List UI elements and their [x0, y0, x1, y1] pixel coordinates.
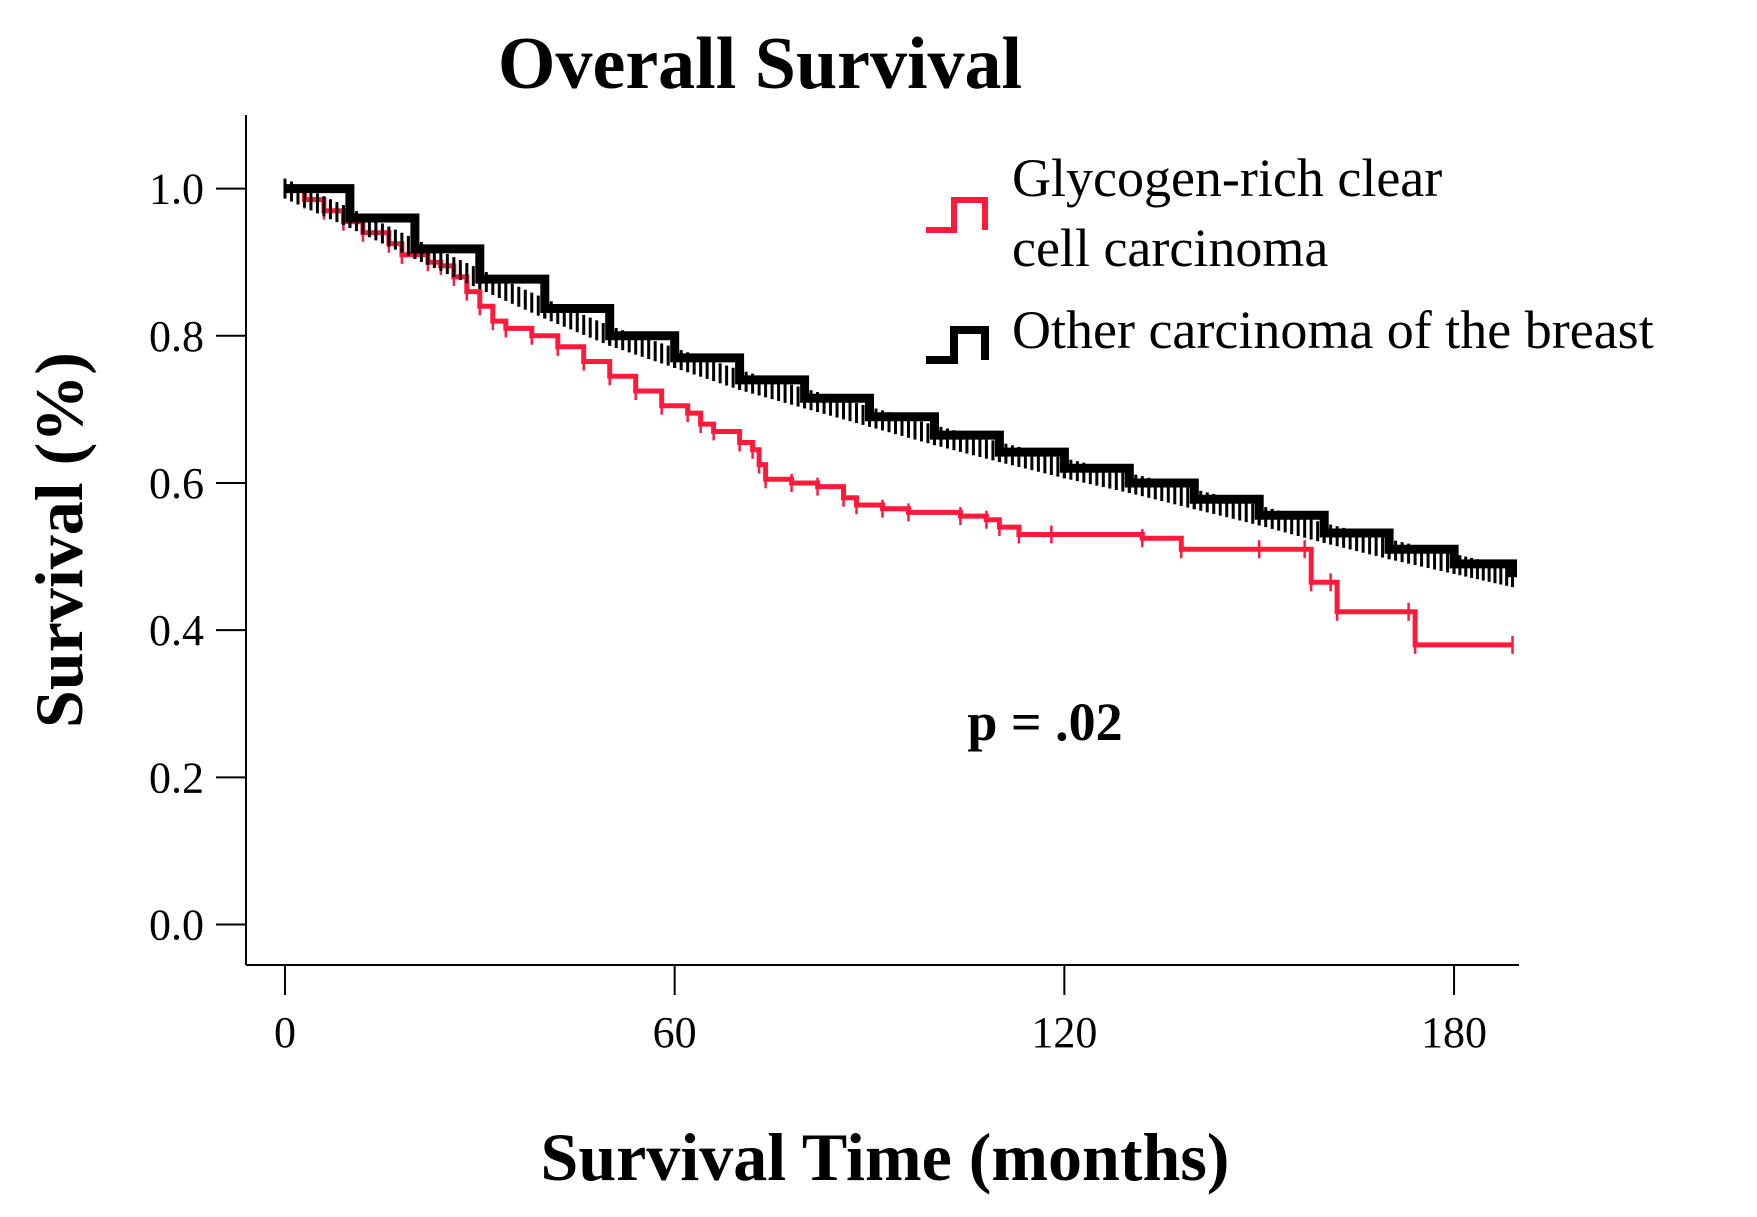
plot-area: 0.0 0.2 0.4 0.6 0.8 1.0 0 60 120 180 [149, 115, 1519, 1057]
x-tick-label: 60 [653, 1008, 697, 1057]
y-tick-label: 1.0 [149, 165, 204, 214]
x-tick-label: 0 [274, 1008, 296, 1057]
censor-marks-2 [283, 178, 1515, 588]
x-tick-label: 120 [1031, 1008, 1097, 1057]
legend-label-2: Other carcinoma of the breast [1012, 300, 1654, 360]
x-tick-label: 180 [1421, 1008, 1487, 1057]
y-axis-title: Survival (%) [21, 352, 97, 728]
series-layer [283, 178, 1517, 654]
legend: Glycogen-rich clear cell carcinoma Other c… [926, 148, 1654, 364]
y-tick-label: 0.6 [149, 459, 204, 508]
y-tick-label: 0.2 [149, 753, 204, 802]
series-line-2 [285, 184, 1517, 578]
p-value-annotation: p = .02 [967, 692, 1122, 752]
y-tick-label: 0.0 [149, 901, 204, 950]
y-tick-label: 0.4 [149, 606, 204, 655]
legend-swatch-1 [926, 197, 988, 233]
x-axis-title: Survival Time (months) [541, 1119, 1230, 1195]
y-axis-ticks: 0.0 0.2 0.4 0.6 0.8 1.0 [149, 165, 246, 950]
chart-title: Overall Survival [498, 23, 1022, 105]
y-tick-label: 0.8 [149, 312, 204, 361]
legend-swatch-2 [926, 326, 989, 364]
x-axis-ticks: 0 60 120 180 [274, 965, 1487, 1057]
legend-label-1: Glycogen-rich clear [1012, 148, 1442, 208]
legend-label-1: cell carcinoma [1012, 218, 1328, 278]
